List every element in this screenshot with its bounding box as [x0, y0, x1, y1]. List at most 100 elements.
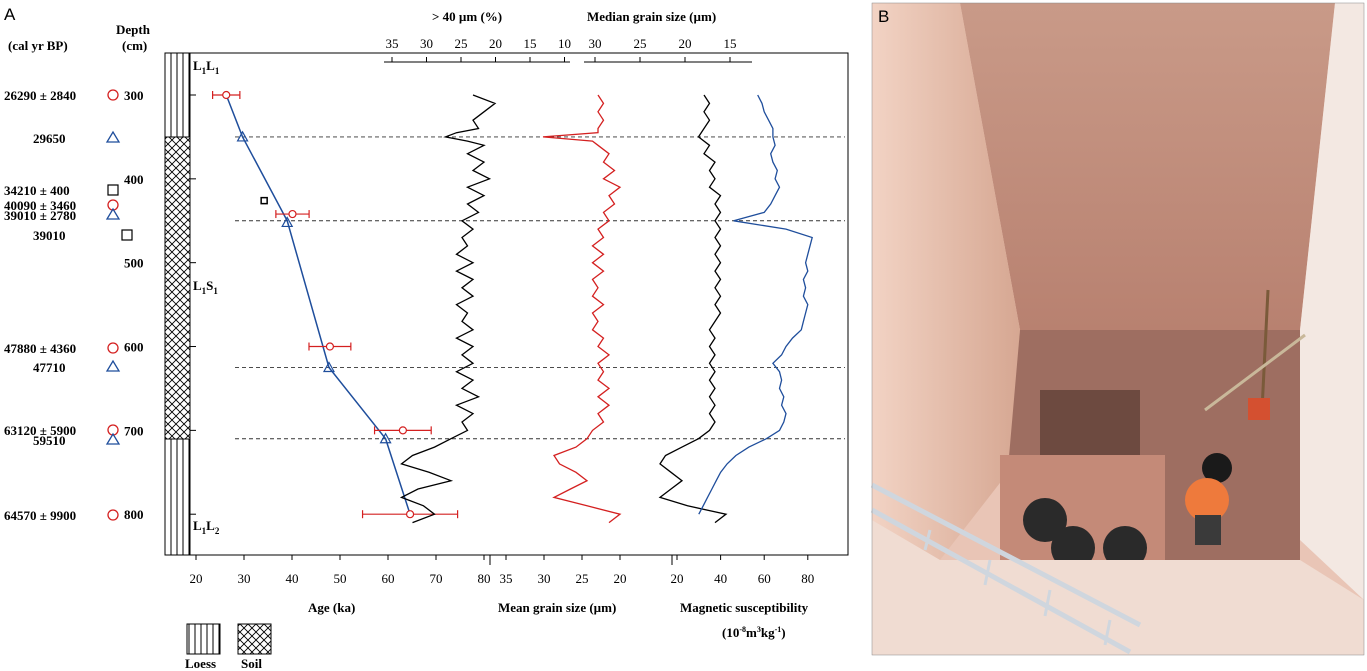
date-label: 39010 ± 2780: [4, 208, 76, 223]
depth-tick-label: 600: [124, 340, 144, 355]
age-tick-label: 50: [334, 571, 347, 586]
mag-tick-label: 80: [801, 571, 814, 586]
c14-point: [379, 432, 392, 444]
age-tick-label: 60: [382, 571, 395, 586]
horizon-dashed-lines: [235, 136, 845, 440]
age-tick-label: 80: [478, 571, 491, 586]
median-tick-label: 25: [634, 36, 647, 51]
legend-loess-label: Loess: [185, 656, 216, 671]
panel-label-a: A: [4, 5, 16, 24]
coarse-tick-label: 35: [386, 36, 399, 51]
square-marker: [121, 229, 133, 241]
mag-tick-label: 40: [714, 571, 727, 586]
square-point: [260, 196, 268, 205]
osl-point: [405, 510, 415, 519]
unit-label-l1l1: L1L1: [193, 58, 220, 76]
loess-layer-l1l1: [164, 52, 191, 138]
coarse-axis-title: > 40 µm (%): [432, 9, 502, 24]
mag-tick-label: 20: [671, 571, 684, 586]
date-label: 34210 ± 400: [4, 183, 70, 198]
median-grain-size-line: [658, 94, 728, 524]
date-label: 59510: [33, 433, 66, 448]
osl-circle-marker: [107, 509, 119, 521]
date-label: 47710: [33, 360, 66, 375]
coarse-tick-label: 15: [524, 36, 537, 51]
osl-point: [325, 342, 335, 351]
legend-soil-swatch: [237, 623, 272, 655]
median-axis-title: Median grain size (µm): [587, 9, 716, 24]
mean-tick-label: 20: [614, 571, 627, 586]
age-model-line: [225, 94, 411, 515]
mag-axis-unit: (10-8m3kg-1): [722, 625, 786, 640]
bottom-axes: 35 30 25 20 20 40 60 80: [489, 555, 814, 586]
date-label: 26290 ± 2840: [4, 88, 76, 103]
c14-triangle-marker: [105, 432, 121, 445]
mag-tick-label: 60: [758, 571, 771, 586]
cal-yr-header: (cal yr BP): [8, 38, 68, 53]
c14-point: [322, 361, 335, 373]
c14-triangle-marker: [105, 130, 121, 143]
c14-point: [281, 216, 294, 228]
c14-triangle-marker: [105, 359, 121, 372]
plot-frame: [189, 52, 849, 556]
mean-grain-size-line: [399, 94, 497, 524]
date-label: 40090 ± 3460: [4, 198, 76, 213]
mean-tick-label: 30: [538, 571, 551, 586]
age-tick-label: 40: [286, 571, 299, 586]
age-axis: 20 30 40 50 60 70 80: [190, 555, 491, 586]
depth-header-line2: (cm): [122, 38, 147, 53]
grain-size-series: [399, 94, 728, 524]
median-tick-label: 30: [589, 36, 602, 51]
osl-point: [288, 209, 297, 219]
date-label: 29650: [33, 131, 66, 146]
mean-axis-title: Mean grain size (µm): [498, 600, 616, 615]
median-tick-label: 15: [724, 36, 737, 51]
date-label: 47880 ± 4360: [4, 341, 76, 356]
age-tick-label: 20: [190, 571, 203, 586]
unit-label-l1l2: L1L2: [193, 518, 220, 536]
age-tick-label: 30: [238, 571, 251, 586]
legend-soil-label: Soil: [241, 656, 262, 671]
coarse-tick-label: 10: [558, 36, 571, 51]
mag-axis-title: Magnetic susceptibility: [680, 600, 809, 615]
c14-triangle-marker: [105, 207, 121, 220]
depth-tick-label: 500: [124, 256, 144, 271]
osl-circle-marker: [107, 89, 119, 101]
loess-layer-l1l2: [164, 438, 191, 556]
median-tick-label: 20: [679, 36, 692, 51]
mean-tick-label: 25: [576, 571, 589, 586]
depth-axis: 300 400 500 600 700 800: [124, 88, 196, 522]
depth-tick-label: 800: [124, 507, 144, 522]
unit-label-l1s1: L1S1: [193, 278, 218, 296]
date-label: 63120 ± 5900: [4, 423, 76, 438]
age-axis-label: Age (ka): [308, 600, 355, 615]
legend-loess-swatch: [186, 623, 221, 655]
magnetic-susceptibility-line: [698, 94, 813, 515]
coarse-tick-label: 25: [455, 36, 468, 51]
coarse-fraction-line: [542, 94, 622, 524]
excavation-pit-photo: [870, 2, 1365, 656]
magnetic-susceptibility-series: [698, 94, 813, 515]
osl-point: [398, 426, 407, 435]
date-label: 39010: [33, 228, 66, 243]
c14-point: [236, 130, 249, 142]
depth-tick-label: 700: [124, 423, 144, 438]
soil-layer-l1s1: [164, 136, 191, 440]
depth-tick-label: 400: [124, 172, 144, 187]
stratigraphic-column: [164, 52, 191, 556]
date-label: 64570 ± 9900: [4, 508, 76, 523]
osl-circle-marker: [107, 342, 119, 354]
osl-point: [222, 90, 231, 100]
depth-header-line1: Depth: [116, 22, 151, 37]
coarse-tick-label: 20: [489, 36, 502, 51]
depth-tick-label: 300: [124, 88, 144, 103]
mean-tick-label: 35: [500, 571, 513, 586]
panel-label-b: B: [878, 7, 889, 26]
square-marker: [107, 184, 119, 196]
age-tick-label: 70: [430, 571, 443, 586]
coarse-tick-label: 30: [420, 36, 433, 51]
age-depth-model: [212, 90, 459, 519]
top-axes: 35 30 25 20 15 10 30 25 20 15: [384, 36, 752, 63]
